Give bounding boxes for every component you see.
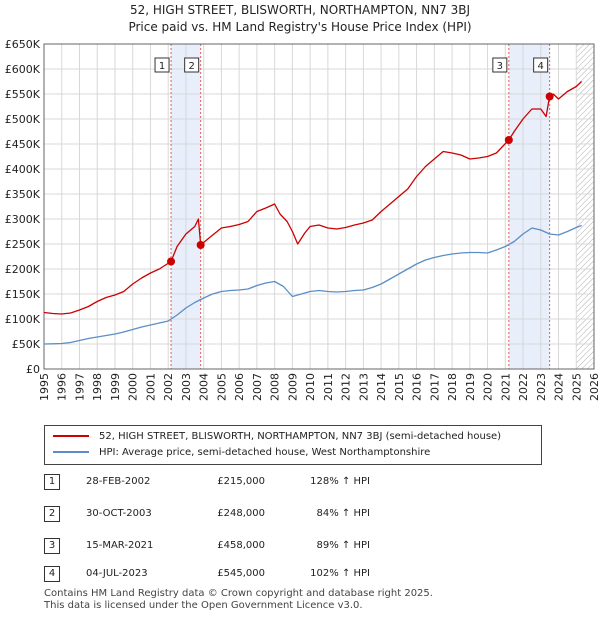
sale-marker-label: 4 <box>537 61 543 72</box>
footer: Contains HM Land Registry data © Crown c… <box>44 588 433 612</box>
shaded-period <box>508 44 550 369</box>
transaction-price: £545,000 <box>217 568 265 579</box>
legend-swatch-hpi <box>53 451 89 453</box>
y-tick-label: £500K <box>5 113 41 126</box>
x-tick-label: 2015 <box>393 373 406 401</box>
sale-point <box>545 92 554 101</box>
y-tick-label: £350K <box>5 188 41 201</box>
x-tick-label: 2016 <box>411 373 424 401</box>
y-tick-label: £0 <box>26 363 40 376</box>
sale-marker-box <box>492 57 508 73</box>
footer-licence: This data is licensed under the Open Gov… <box>44 600 363 611</box>
y-tick-label: £200K <box>5 263 41 276</box>
plot-frame <box>43 43 595 370</box>
x-tick-label: 2025 <box>570 373 583 401</box>
legend-swatch-property <box>53 435 89 437</box>
x-tick-label: 2022 <box>517 373 530 401</box>
transaction-hpi: 102% ↑ HPI <box>310 568 370 579</box>
sale-marker-label: 1 <box>159 61 165 72</box>
transaction-number: 3 <box>44 538 60 554</box>
x-tick-label: 2005 <box>215 373 228 401</box>
x-tick-label: 2019 <box>464 373 477 401</box>
transaction-hpi: 128% ↑ HPI <box>310 476 370 487</box>
transaction-number: 4 <box>44 566 60 582</box>
footer-copyright: Contains HM Land Registry data © Crown c… <box>44 588 433 599</box>
forecast-hatch <box>576 44 594 369</box>
x-tick-label: 2020 <box>482 373 495 401</box>
y-tick-label: £650K <box>5 38 41 51</box>
transaction-price: £215,000 <box>217 476 265 487</box>
x-tick-label: 2002 <box>162 373 175 401</box>
x-tick-label: 2007 <box>251 373 264 401</box>
y-tick-label: £50K <box>12 338 41 351</box>
x-tick-label: 1996 <box>56 373 69 401</box>
sale-marker-box <box>184 57 200 73</box>
x-tick-label: 2026 <box>588 373 600 401</box>
chart-subtitle: Price paid vs. HM Land Registry's House … <box>128 20 472 34</box>
sale-marker-label: 2 <box>188 61 194 72</box>
legend-label-property: 52, HIGH STREET, BLISWORTH, NORTHAMPTON,… <box>99 431 502 442</box>
x-tick-label: 1999 <box>109 373 122 401</box>
transaction-number: 1 <box>44 474 60 490</box>
x-tick-label: 2009 <box>286 373 299 401</box>
sale-marker-box <box>533 57 549 73</box>
y-tick-label: £550K <box>5 88 41 101</box>
transaction-price: £248,000 <box>217 508 265 519</box>
sale-marker-box <box>154 57 170 73</box>
x-tick-label: 2004 <box>198 373 211 401</box>
y-tick-label: £300K <box>5 213 41 226</box>
y-tick-label: £400K <box>5 163 41 176</box>
x-tick-label: 2024 <box>553 373 566 401</box>
x-tick-label: 2008 <box>269 373 282 401</box>
hpi-line <box>43 224 582 345</box>
x-tick-label: 2012 <box>340 373 353 401</box>
x-tick-label: 2011 <box>322 373 335 401</box>
x-tick-label: 1998 <box>91 373 104 401</box>
price-chart: £0 £50K £100K £150K £200K £250K £300K £350K £400… <box>5 38 600 401</box>
transaction-number: 2 <box>44 506 60 522</box>
transaction-hpi: 89% ↑ HPI <box>316 540 370 551</box>
legend-item-property: 52, HIGH STREET, BLISWORTH, NORTHAMPTON,… <box>53 430 501 444</box>
x-tick-label: 2006 <box>233 373 246 401</box>
x-tick-label: 2018 <box>446 373 459 401</box>
legend-item-hpi: HPI: Average price, semi-detached house,… <box>53 446 430 460</box>
y-tick-label: £600K <box>5 63 41 76</box>
chart-title: 52, HIGH STREET, BLISWORTH, NORTHAMPTON,… <box>129 3 471 17</box>
x-tick-label: 2001 <box>144 373 157 401</box>
x-tick-label: 2017 <box>428 373 441 401</box>
transaction-hpi: 84% ↑ HPI <box>316 508 370 519</box>
x-tick-label: 1995 <box>38 373 51 401</box>
x-tick-label: 2021 <box>499 373 512 401</box>
x-tick-label: 1997 <box>73 373 86 401</box>
transaction-date: 04-JUL-2023 <box>86 568 148 579</box>
transaction-date: 30-OCT-2003 <box>86 508 152 519</box>
transaction-date: 28-FEB-2002 <box>86 476 151 487</box>
x-tick-label: 2003 <box>180 373 193 401</box>
transaction-date: 15-MAR-2021 <box>86 540 154 551</box>
x-tick-label: 2023 <box>535 373 548 401</box>
sale-point <box>167 257 176 266</box>
legend-label-hpi: HPI: Average price, semi-detached house,… <box>99 447 431 458</box>
x-tick-label: 2014 <box>375 373 388 401</box>
sale-point <box>504 136 513 144</box>
y-tick-label: £100K <box>5 313 41 326</box>
x-tick-label: 2000 <box>127 373 140 401</box>
sale-marker-label: 3 <box>497 61 503 72</box>
plot-area <box>44 44 594 369</box>
legend: 52, HIGH STREET, BLISWORTH, NORTHAMPTON,… <box>44 425 542 465</box>
sale-point <box>196 241 205 249</box>
x-tick-label: 2013 <box>357 373 370 401</box>
y-tick-label: £250K <box>5 238 41 251</box>
transaction-price: £458,000 <box>217 540 265 551</box>
x-tick-label: 2010 <box>304 373 317 401</box>
y-tick-label: £150K <box>5 288 41 301</box>
y-tick-label: £450K <box>5 138 41 151</box>
